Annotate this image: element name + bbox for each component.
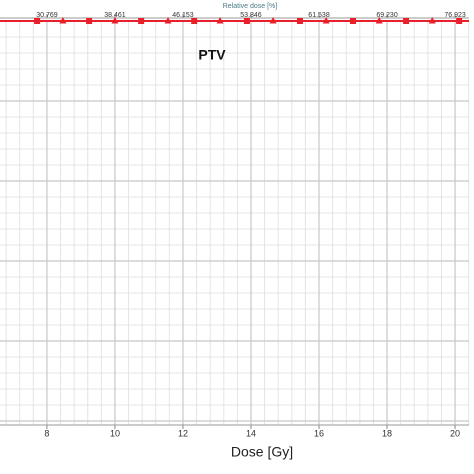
x2-tick-label: 30.769 bbox=[36, 12, 58, 19]
x2-tick-label: 53.846 bbox=[240, 12, 262, 19]
annotation: PTV bbox=[198, 47, 226, 63]
x-tick-label: 14 bbox=[246, 428, 256, 438]
x2-tick-label: 38.461 bbox=[104, 12, 126, 19]
x-tick-label: 12 bbox=[178, 428, 188, 438]
x2-tick-label: 69.230 bbox=[376, 12, 398, 19]
x-axis-label: Dose [Gy] bbox=[231, 444, 293, 460]
x-tick-label: 16 bbox=[314, 428, 324, 438]
grid bbox=[0, 20, 470, 425]
x2-tick-label: 46.153 bbox=[172, 12, 194, 19]
x-tick-label: 10 bbox=[110, 428, 120, 438]
x2-tick-label: 61.538 bbox=[308, 12, 330, 19]
x-tick-label: 8 bbox=[44, 428, 49, 438]
x-tick-label: 18 bbox=[382, 428, 392, 438]
x-tick-label: 20 bbox=[450, 428, 460, 438]
x2-axis-label: Relative dose [%] bbox=[223, 3, 278, 10]
x2-tick-label: 76.923 bbox=[444, 12, 466, 19]
